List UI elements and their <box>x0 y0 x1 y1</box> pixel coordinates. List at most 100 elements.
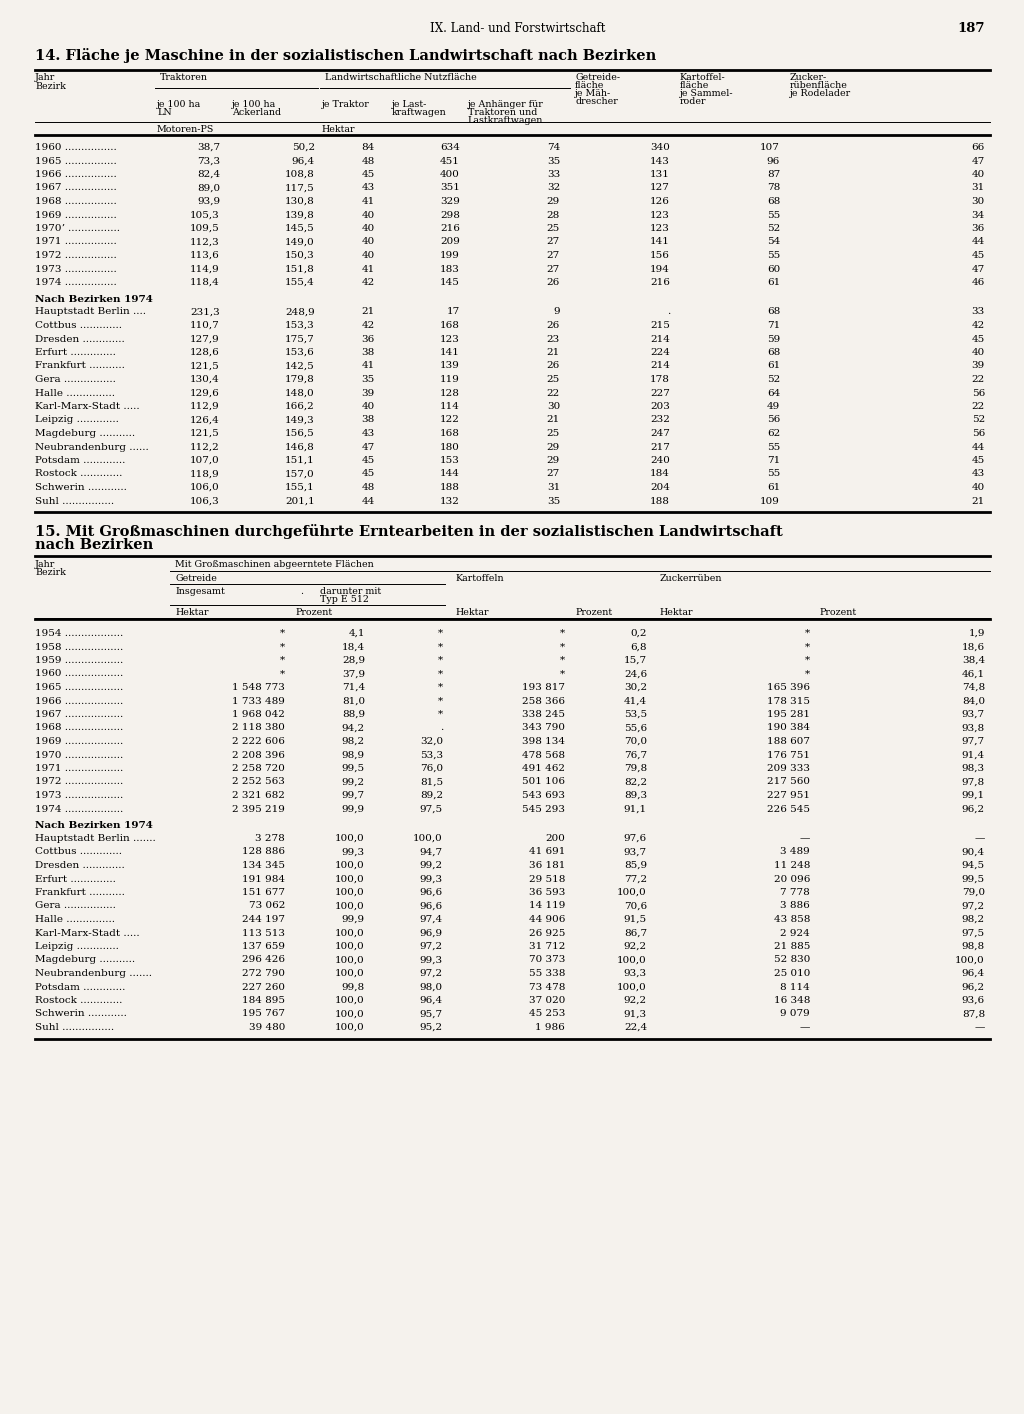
Text: 84: 84 <box>361 143 375 151</box>
Text: 28,9: 28,9 <box>342 656 365 665</box>
Text: 96,4: 96,4 <box>292 157 315 165</box>
Text: 128,6: 128,6 <box>190 348 220 356</box>
Text: 109: 109 <box>760 496 780 505</box>
Text: 73 062: 73 062 <box>249 902 285 911</box>
Text: 143: 143 <box>650 157 670 165</box>
Text: 1969 ..................: 1969 .................. <box>35 737 123 747</box>
Text: 184 895: 184 895 <box>242 995 285 1005</box>
Text: Getreide-: Getreide- <box>575 74 621 82</box>
Text: 188 607: 188 607 <box>767 737 810 747</box>
Text: 14 119: 14 119 <box>528 902 565 911</box>
Text: 491 462: 491 462 <box>522 764 565 773</box>
Text: 79,0: 79,0 <box>962 888 985 896</box>
Text: 231,3: 231,3 <box>190 307 220 317</box>
Text: Rostock .............: Rostock ............. <box>35 469 123 478</box>
Text: nach Bezirken: nach Bezirken <box>35 537 154 551</box>
Text: 73 478: 73 478 <box>528 983 565 991</box>
Text: 501 106: 501 106 <box>522 778 565 786</box>
Text: 76,7: 76,7 <box>624 751 647 759</box>
Text: 94,7: 94,7 <box>420 847 443 857</box>
Text: Leipzig .............: Leipzig ............. <box>35 942 119 952</box>
Text: 4,1: 4,1 <box>348 629 365 638</box>
Text: 87: 87 <box>767 170 780 180</box>
Text: 99,9: 99,9 <box>342 805 365 813</box>
Text: 27: 27 <box>547 469 560 478</box>
Text: 26: 26 <box>547 321 560 329</box>
Text: *: * <box>438 710 443 718</box>
Text: je Rodelader: je Rodelader <box>790 89 851 98</box>
Text: Nach Bezirken 1974: Nach Bezirken 1974 <box>35 294 153 304</box>
Text: 71: 71 <box>767 455 780 465</box>
Text: Erfurt ..............: Erfurt .............. <box>35 348 116 356</box>
Text: 41: 41 <box>361 197 375 206</box>
Text: 190 384: 190 384 <box>767 724 810 732</box>
Text: 110,7: 110,7 <box>190 321 220 329</box>
Text: 99,5: 99,5 <box>962 874 985 884</box>
Text: 86,7: 86,7 <box>624 929 647 937</box>
Text: 100,0: 100,0 <box>335 995 365 1005</box>
Text: Prozent: Prozent <box>575 608 612 617</box>
Text: 118,4: 118,4 <box>190 279 220 287</box>
Text: 195 767: 195 767 <box>242 1010 285 1018</box>
Text: 90,4: 90,4 <box>962 847 985 857</box>
Text: 81,5: 81,5 <box>420 778 443 786</box>
Text: fläche: fläche <box>575 81 604 90</box>
Text: fläche: fläche <box>680 81 710 90</box>
Text: Hektar: Hektar <box>175 608 209 617</box>
Text: 59: 59 <box>767 335 780 344</box>
Text: 29: 29 <box>547 197 560 206</box>
Text: 53,3: 53,3 <box>420 751 443 759</box>
Text: 156,5: 156,5 <box>286 428 315 438</box>
Text: 204: 204 <box>650 484 670 492</box>
Text: 96,6: 96,6 <box>420 902 443 911</box>
Text: 73,3: 73,3 <box>197 157 220 165</box>
Text: Prozent: Prozent <box>820 608 857 617</box>
Text: 244 197: 244 197 <box>242 915 285 923</box>
Text: 1960 ..................: 1960 .................. <box>35 669 123 679</box>
Text: *: * <box>438 656 443 665</box>
Text: 132: 132 <box>440 496 460 505</box>
Text: 46: 46 <box>972 279 985 287</box>
Text: 28: 28 <box>547 211 560 219</box>
Text: 85,9: 85,9 <box>624 861 647 870</box>
Text: 79,8: 79,8 <box>624 764 647 773</box>
Text: 31: 31 <box>972 184 985 192</box>
Text: 142,5: 142,5 <box>286 362 315 370</box>
Text: 7 778: 7 778 <box>780 888 810 896</box>
Text: 1,9: 1,9 <box>969 629 985 638</box>
Text: Gera ................: Gera ................ <box>35 375 116 385</box>
Text: je Anhänger für: je Anhänger für <box>468 100 544 109</box>
Text: 47: 47 <box>972 264 985 273</box>
Text: 22: 22 <box>547 389 560 397</box>
Text: 224: 224 <box>650 348 670 356</box>
Text: 232: 232 <box>650 416 670 424</box>
Text: Magdeburg ...........: Magdeburg ........... <box>35 428 135 438</box>
Text: 55,6: 55,6 <box>624 724 647 732</box>
Text: 98,0: 98,0 <box>420 983 443 991</box>
Text: Jahr: Jahr <box>35 560 55 568</box>
Text: 91,5: 91,5 <box>624 915 647 923</box>
Text: je Traktor: je Traktor <box>322 100 370 109</box>
Text: 1965 ................: 1965 ................ <box>35 157 117 165</box>
Text: 100,0: 100,0 <box>335 1010 365 1018</box>
Text: 188: 188 <box>440 484 460 492</box>
Text: 36: 36 <box>972 223 985 233</box>
Text: 2 118 380: 2 118 380 <box>232 724 285 732</box>
Text: 99,2: 99,2 <box>420 861 443 870</box>
Text: 27: 27 <box>547 252 560 260</box>
Text: 93,7: 93,7 <box>962 710 985 718</box>
Text: 227: 227 <box>650 389 670 397</box>
Text: 89,0: 89,0 <box>197 184 220 192</box>
Text: 52: 52 <box>767 223 780 233</box>
Text: 31 712: 31 712 <box>528 942 565 952</box>
Text: 298: 298 <box>440 211 460 219</box>
Text: 168: 168 <box>440 321 460 329</box>
Text: Traktoren: Traktoren <box>160 74 208 82</box>
Text: 1971 ................: 1971 ................ <box>35 238 117 246</box>
Text: LN: LN <box>157 107 172 117</box>
Text: 258 366: 258 366 <box>522 697 565 706</box>
Text: 41 691: 41 691 <box>528 847 565 857</box>
Text: 38: 38 <box>361 348 375 356</box>
Text: je 100 ha: je 100 ha <box>232 100 276 109</box>
Text: 128: 128 <box>440 389 460 397</box>
